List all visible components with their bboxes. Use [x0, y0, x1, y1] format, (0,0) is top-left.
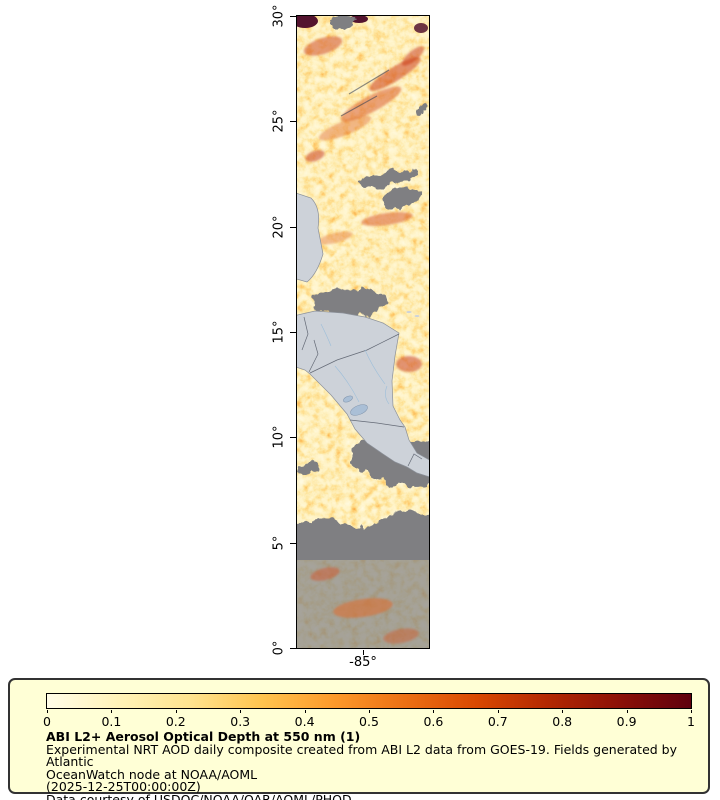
- colorbar-tick-label: 0.1: [101, 714, 122, 729]
- high-aod-plumes-north: [303, 36, 425, 372]
- colorbar-tick: [111, 710, 113, 713]
- legend-credit: Data courtesy of USDOC/NOAA/OAR/AOML/PHO…: [46, 791, 352, 800]
- aod-map-image: [297, 16, 429, 648]
- lat-tick-label: 15°: [271, 320, 287, 344]
- legend-timestamp: (2025-12-25T00:00:00Z): [46, 779, 201, 795]
- colorbar-tick: [562, 710, 564, 713]
- lat-tick-label: 25°: [271, 109, 287, 133]
- aod-map: [296, 15, 430, 649]
- colorbar-tick: [497, 710, 499, 713]
- lat-tick: [290, 332, 296, 333]
- lon-tick: [363, 650, 364, 655]
- colorbar-tick-label: 0.2: [165, 714, 186, 729]
- lake-managua: [343, 395, 353, 403]
- lat-tick-label: 10°: [271, 425, 287, 449]
- rivers: [320, 323, 390, 405]
- lat-tick-label: 30°: [271, 4, 287, 28]
- legend-title: ABI L2+ Aerosol Optical Depth at 550 nm …: [46, 729, 361, 744]
- colorbar-tick: [433, 710, 435, 713]
- lat-tick-label: 5°: [271, 535, 287, 551]
- land-mainland: [297, 310, 429, 478]
- lat-tick: [290, 648, 296, 649]
- lat-tick-label: 20°: [271, 215, 287, 239]
- legend-description-line1: Experimental NRT AOD daily composite cre…: [46, 741, 678, 770]
- island: [406, 311, 412, 313]
- legend-caption: ABI L2+ Aerosol Optical Depth at 550 nm …: [46, 729, 708, 800]
- colorbar-tick-label: 0.7: [487, 714, 508, 729]
- lake-nicaragua: [350, 404, 368, 416]
- legend-description-line2: OceanWatch node at NOAA/AOML: [46, 766, 258, 782]
- very-high-aod-patches: [297, 16, 428, 33]
- colorbar-tick: [691, 710, 692, 713]
- lat-tick: [290, 227, 296, 228]
- colorbar-tick: [304, 710, 306, 713]
- colorbar-tick: [369, 710, 370, 713]
- lat-tick: [290, 543, 296, 544]
- colorbar-tick: [240, 710, 242, 713]
- legend-panel: 0 0.1 0.2 0.3 0.4 0.5 0.6 0.7 0.8 0.9 1 …: [8, 678, 710, 800]
- colorbar-tick: [175, 710, 177, 713]
- colorbar-tick-label: 0.5: [359, 714, 379, 729]
- lat-tick: [290, 121, 296, 122]
- colorbar-tick-label: 0.8: [552, 714, 573, 729]
- high-aod-plumes-south: [310, 567, 419, 644]
- lon-tick-label: -85°: [349, 655, 377, 670]
- lat-tick: [290, 437, 296, 438]
- lat-tick: [290, 16, 296, 17]
- land-central-america: [297, 192, 429, 478]
- colorbar-tick-label: 0.9: [616, 714, 637, 729]
- country-borders: [301, 316, 423, 467]
- colorbar-tick-label: 0.6: [423, 714, 444, 729]
- colorbar-tick: [47, 710, 48, 713]
- colorbar-tick-label: 0: [43, 714, 51, 729]
- island: [414, 315, 420, 317]
- colorbar-tick-label: 0.4: [294, 714, 315, 729]
- dark-streaks: [340, 69, 390, 117]
- lat-tick-label: 0°: [271, 640, 287, 656]
- colorbar-gradient: [46, 693, 692, 709]
- colorbar-tick: [626, 710, 628, 713]
- land-yucatan: [297, 192, 324, 283]
- colorbar-tick-label: 0.3: [230, 714, 251, 729]
- colorbar-tick-label: 1: [687, 714, 695, 729]
